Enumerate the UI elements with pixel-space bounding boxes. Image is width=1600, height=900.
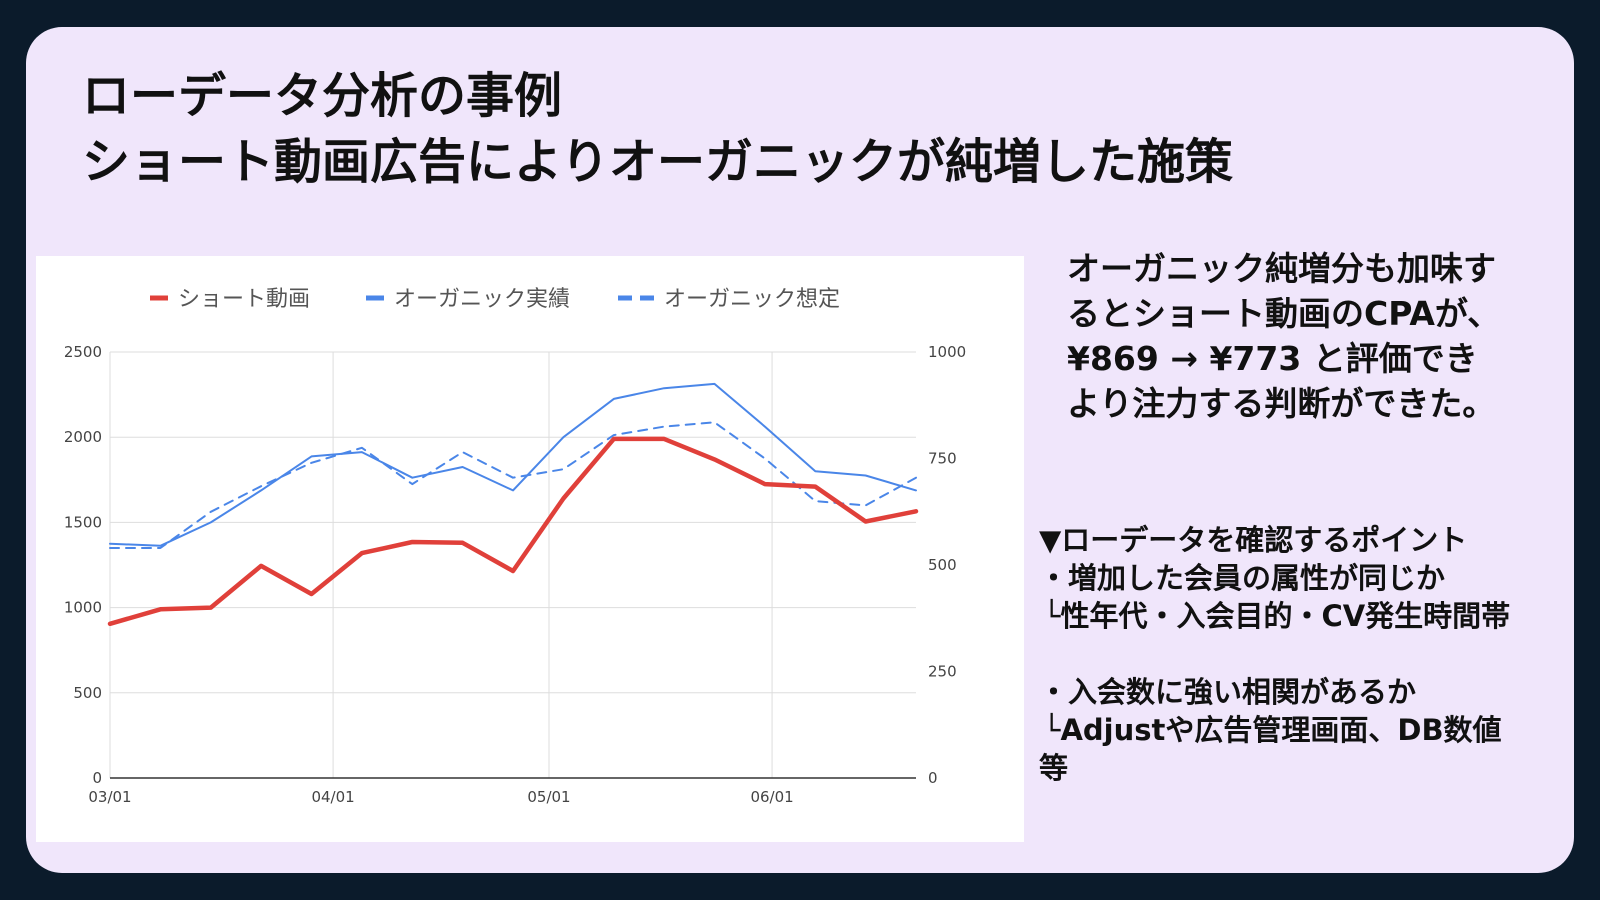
y-right-tick-label: 250 — [928, 663, 957, 681]
x-tick-label: 04/01 — [311, 788, 354, 806]
title-line-2: ショート動画広告によりオーガニックが純増した施策 — [82, 134, 1234, 190]
spacer — [1039, 635, 1569, 673]
y-left-tick-label: 1000 — [64, 599, 102, 617]
y-left-tick-label: 2500 — [64, 343, 102, 361]
y-right-tick-label: 750 — [928, 450, 957, 468]
summary-line: オーガニック純増分も加味す — [1067, 249, 1496, 288]
summary-line: より注力する判断ができた。 — [1067, 384, 1496, 423]
check-points: ▼ローデータを確認するポイント ・増加した会員の属性が同じか └性年代・入会目的… — [1039, 521, 1569, 787]
series-line-organic-expected — [109, 421, 917, 549]
legend-organic-expected-label: オーガニック想定 — [664, 287, 840, 312]
slide: ローデータ分析の事例 ショート動画広告によりオーガニックが純増した施策 0 500… — [26, 27, 1574, 873]
title-line-1: ローデータ分析の事例 — [82, 68, 563, 124]
point-subitem: └Adjustや広告管理画面、DB数値 — [1043, 713, 1502, 747]
point-subitem-tail: 等 — [1039, 751, 1069, 785]
x-tick-label: 03/01 — [88, 788, 131, 806]
summary-text: オーガニック純増分も加味す るとショート動画のCPAが、 ¥869 → ¥773… — [1067, 246, 1567, 426]
legend-organic-actual-label: オーガニック実績 — [394, 287, 570, 312]
point-subitem: └性年代・入会目的・CV発生時間帯 — [1043, 599, 1511, 633]
x-tick-label: 05/01 — [527, 788, 570, 806]
x-tick-label: 06/01 — [750, 788, 793, 806]
y-right-tick-label: 1000 — [928, 343, 966, 361]
line-chart: 0 500 1000 1500 2000 2500 0 250 500 750 1000 03/01 0… — [64, 287, 966, 806]
summary-line: ¥869 → ¥773 と評価でき — [1067, 339, 1478, 378]
y-right-tick-label: 0 — [928, 769, 938, 787]
slide-title: ローデータ分析の事例 ショート動画広告によりオーガニックが純増した施策 — [82, 63, 1233, 195]
y-left-tick-label: 2000 — [64, 428, 102, 446]
point-item: ・増加した会員の属性が同じか — [1039, 561, 1446, 595]
series-line-organic-actual — [109, 382, 917, 547]
points-heading: ▼ローデータを確認するポイント — [1039, 523, 1468, 557]
y-left-tick-label: 1500 — [64, 513, 102, 531]
point-item: ・入会数に強い相関があるか — [1039, 675, 1417, 709]
y-right-tick-label: 500 — [928, 556, 957, 574]
summary-line: るとショート動画のCPAが、 — [1067, 294, 1501, 333]
y-left-tick-label: 0 — [92, 769, 102, 787]
legend-short-video-label: ショート動画 — [178, 287, 310, 312]
series-line-short-video — [107, 436, 919, 627]
y-left-tick-label: 500 — [73, 684, 102, 702]
chart-card: 0 500 1000 1500 2000 2500 0 250 500 750 1000 03/01 0… — [36, 256, 1024, 842]
